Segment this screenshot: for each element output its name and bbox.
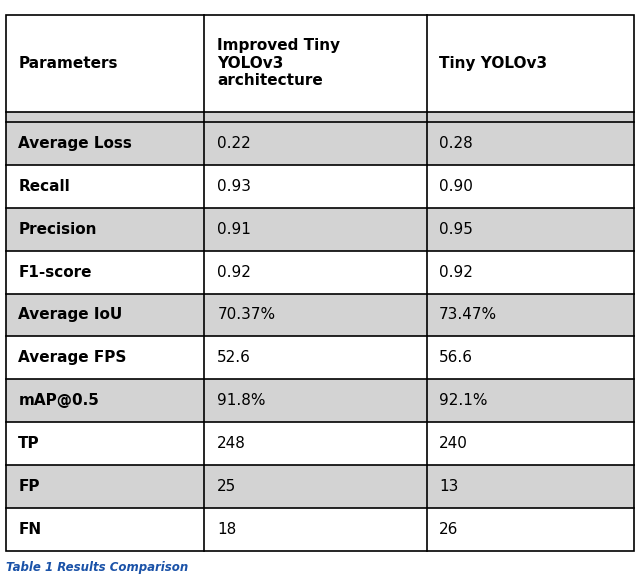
Bar (204, 336, 427, 379)
Bar (6, 422, 204, 465)
Text: 0.95: 0.95 (439, 222, 473, 237)
Text: Average FPS: Average FPS (19, 350, 127, 365)
Text: 56.6: 56.6 (439, 350, 473, 365)
Bar (6, 208, 204, 251)
Text: Average Loss: Average Loss (19, 136, 132, 151)
Bar (6, 294, 204, 336)
Text: 18: 18 (218, 522, 237, 537)
Text: 0.92: 0.92 (218, 265, 252, 279)
Bar (427, 508, 634, 551)
Text: 92.1%: 92.1% (439, 393, 488, 408)
Text: 91.8%: 91.8% (218, 393, 266, 408)
Text: 70.37%: 70.37% (218, 308, 275, 322)
Bar (204, 251, 427, 294)
Bar (6, 122, 204, 165)
Text: Average IoU: Average IoU (19, 308, 122, 322)
Text: 240: 240 (439, 436, 468, 451)
Bar (6, 379, 204, 422)
Text: Parameters: Parameters (19, 56, 118, 70)
Text: Improved Tiny
YOLOv3
architecture: Improved Tiny YOLOv3 architecture (218, 38, 340, 88)
Text: TP: TP (19, 436, 40, 451)
Bar (204, 165, 427, 208)
Text: mAP@0.5: mAP@0.5 (19, 393, 99, 408)
Bar (427, 251, 634, 294)
Bar (6, 465, 204, 508)
Text: Precision: Precision (19, 222, 97, 237)
Text: 25: 25 (218, 479, 237, 494)
Text: 0.91: 0.91 (218, 222, 252, 237)
Text: 0.28: 0.28 (439, 136, 473, 151)
Bar (6, 508, 204, 551)
Bar (204, 379, 427, 422)
Text: FP: FP (19, 479, 40, 494)
Bar (204, 508, 427, 551)
Text: 0.93: 0.93 (218, 179, 252, 194)
Text: F1-score: F1-score (19, 265, 92, 279)
Bar (204, 122, 427, 165)
Bar (427, 122, 634, 165)
Bar (427, 208, 634, 251)
Text: 0.22: 0.22 (218, 136, 251, 151)
Bar (427, 294, 634, 336)
Text: Table 1 Results Comparison: Table 1 Results Comparison (6, 561, 189, 574)
Bar (427, 379, 634, 422)
Bar (427, 465, 634, 508)
Bar (427, 336, 634, 379)
Bar (204, 208, 427, 251)
Text: Tiny YOLOv3: Tiny YOLOv3 (439, 56, 547, 70)
Bar (427, 15, 634, 112)
Bar (6, 112, 634, 122)
Bar (204, 465, 427, 508)
Bar (6, 15, 204, 112)
Text: 248: 248 (218, 436, 246, 451)
Bar (6, 251, 204, 294)
Text: 0.92: 0.92 (439, 265, 473, 279)
Text: FN: FN (19, 522, 42, 537)
Bar (6, 336, 204, 379)
Bar (427, 165, 634, 208)
Text: 13: 13 (439, 479, 458, 494)
Text: 73.47%: 73.47% (439, 308, 497, 322)
Bar (204, 294, 427, 336)
Bar (204, 422, 427, 465)
Text: Recall: Recall (19, 179, 70, 194)
Bar (427, 422, 634, 465)
Text: 26: 26 (439, 522, 458, 537)
Bar (204, 15, 427, 112)
Bar (6, 165, 204, 208)
Text: 0.90: 0.90 (439, 179, 473, 194)
Text: 52.6: 52.6 (218, 350, 252, 365)
